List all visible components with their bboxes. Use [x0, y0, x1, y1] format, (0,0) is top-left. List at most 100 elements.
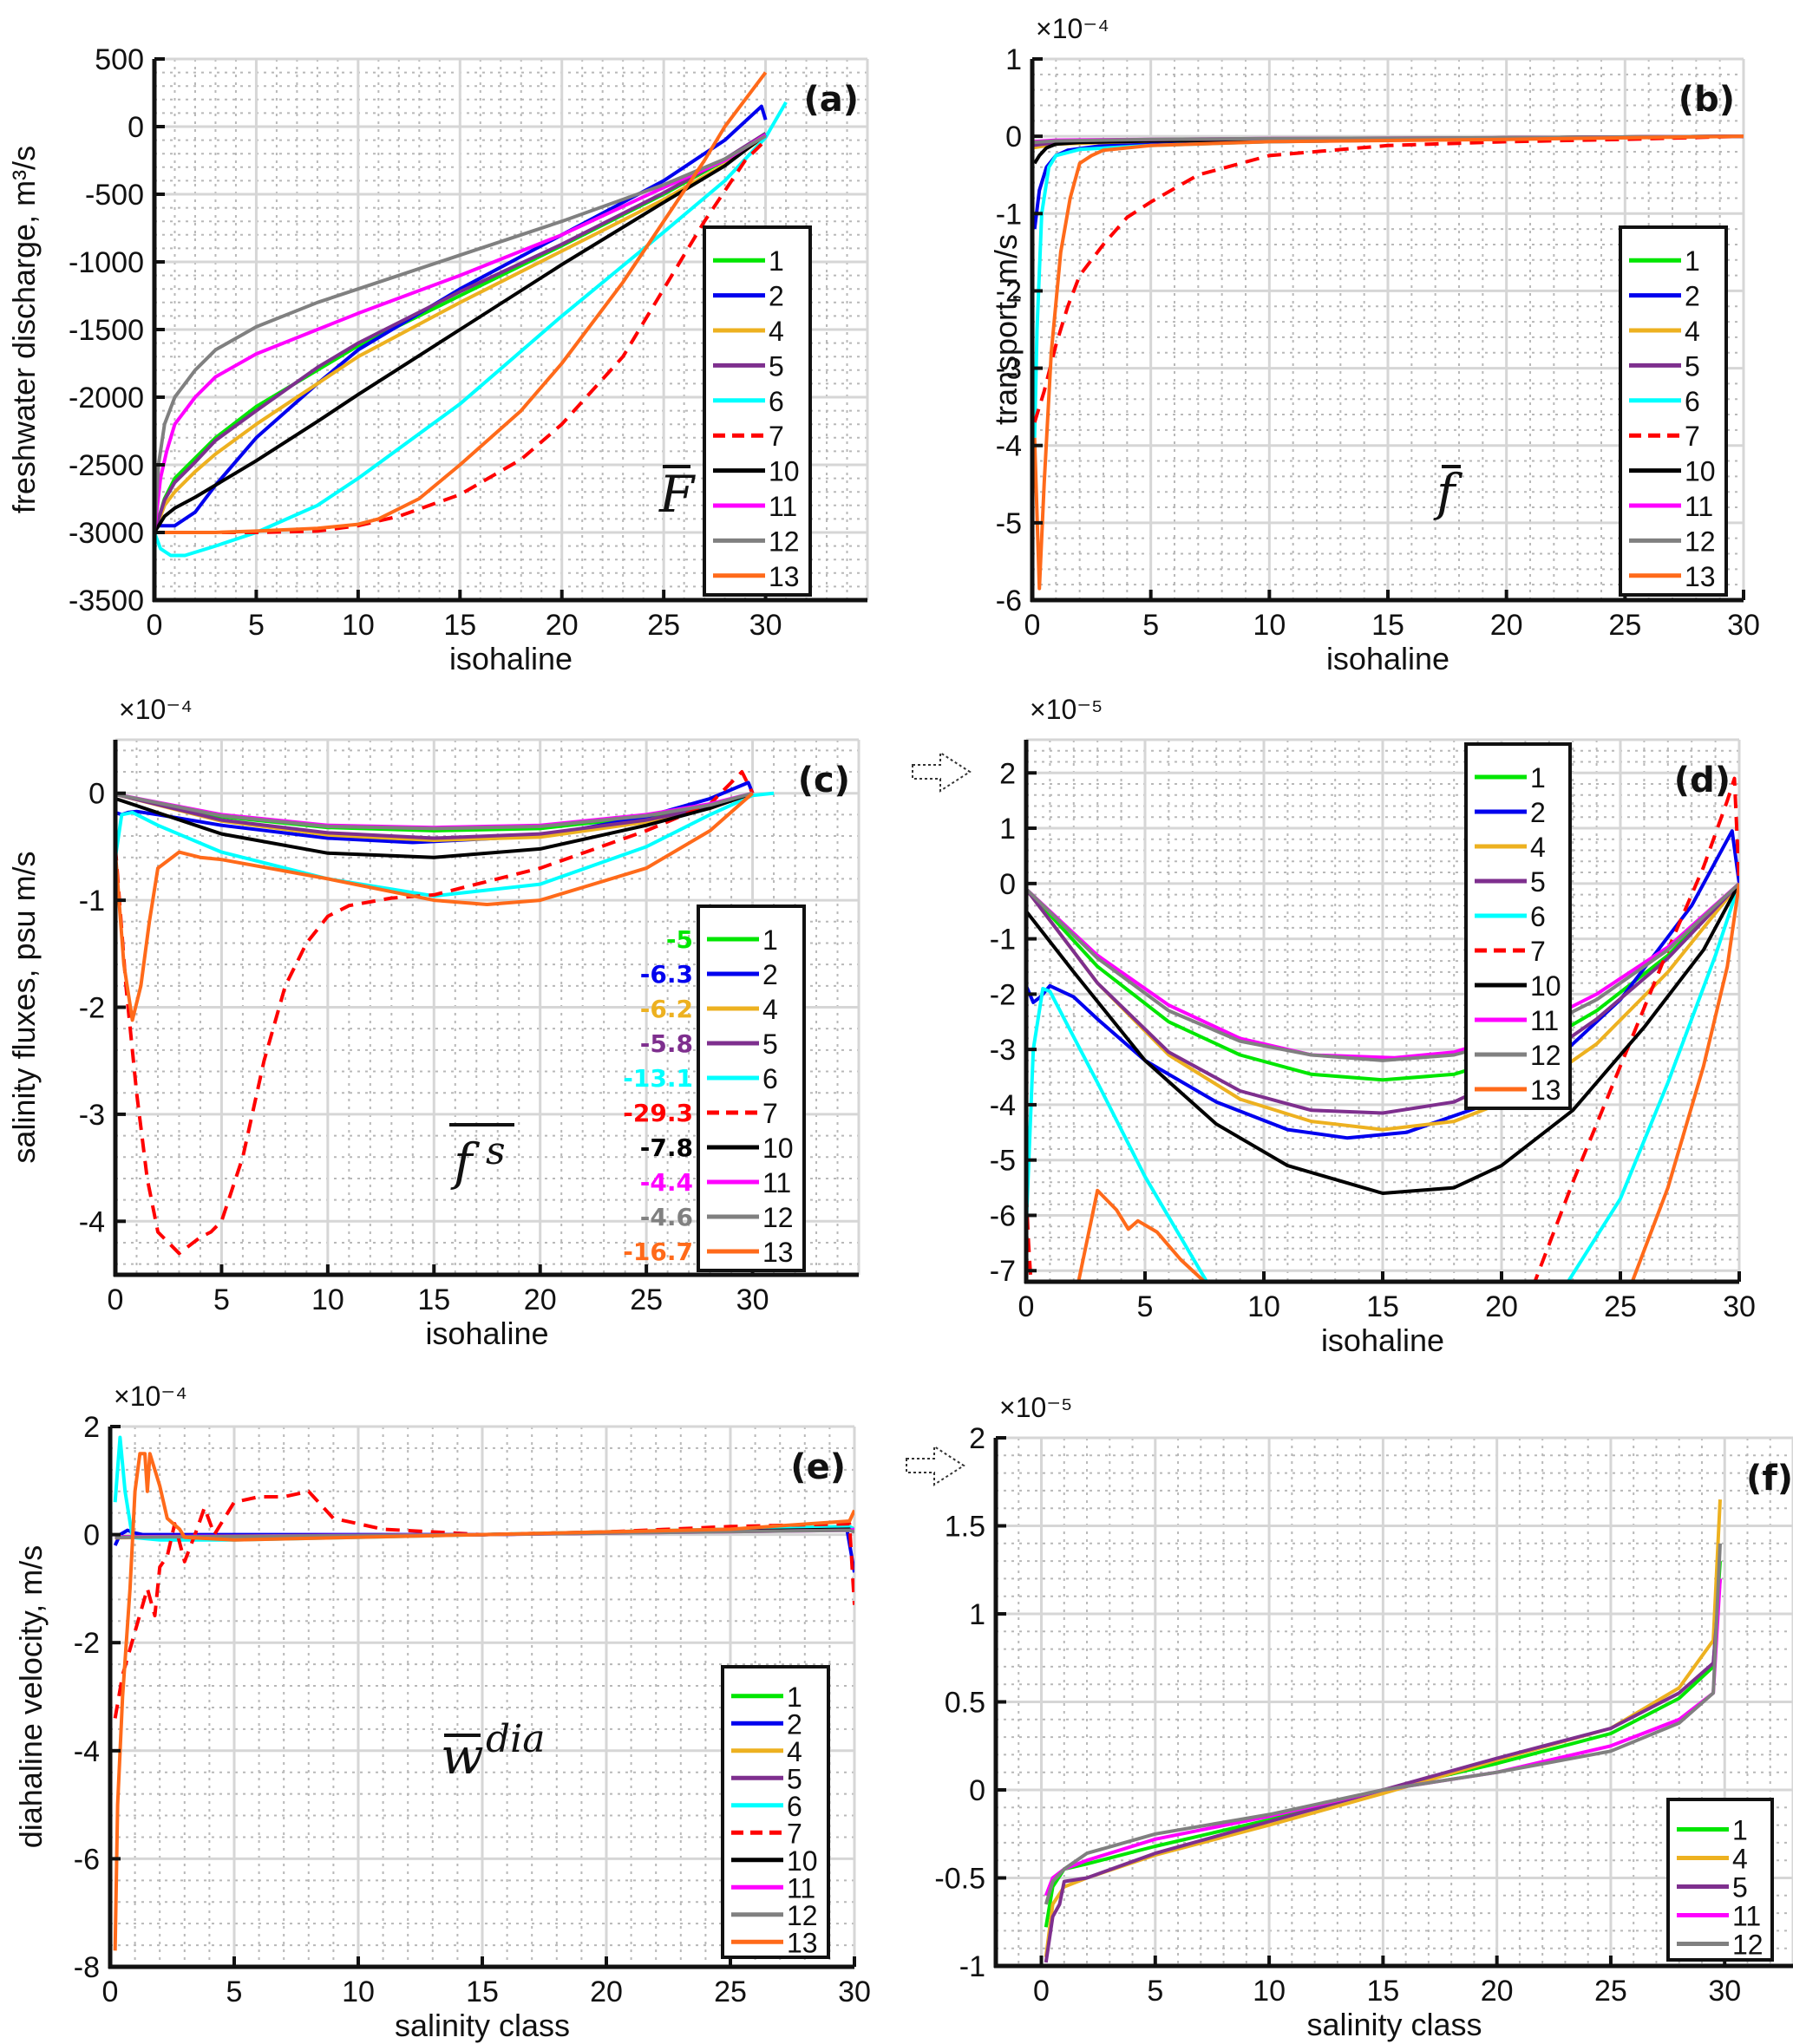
axes: 0 5 10 15 20 25 30-4-3-2-10: [79, 740, 859, 1316]
y-tick-label: -2: [990, 978, 1016, 1011]
series-line-7: [1026, 776, 1739, 1282]
y-tick-label: 1: [1005, 43, 1022, 76]
x-axis-label: isohaline: [449, 641, 573, 676]
integrated-value-7: -29.3: [623, 1099, 693, 1127]
y-tick-label: -7: [990, 1255, 1016, 1288]
y-tick-label: -2: [79, 992, 105, 1025]
series-line-2: [1026, 829, 1739, 1140]
y-tick-label: 1.5: [945, 1511, 985, 1544]
legend-box: [703, 225, 812, 597]
y-tick-label: 0: [999, 868, 1016, 901]
series-line-13: [154, 71, 768, 534]
legend-label-2: 2: [762, 959, 778, 990]
legend-label-4: 4: [1530, 832, 1546, 863]
integrated-value-5: -5.8: [640, 1029, 693, 1058]
x-tick-label: 15: [443, 609, 476, 642]
legend-label-4: 4: [769, 316, 784, 347]
legend-label-13: 13: [787, 1927, 818, 1958]
panel-label: (b): [1678, 80, 1735, 120]
series-line-13: [1032, 134, 1744, 591]
legend-label-7: 7: [787, 1818, 802, 1849]
legend-label-2: 2: [1685, 281, 1700, 312]
series-line-6: [115, 791, 775, 898]
legend-label-1: 1: [1685, 245, 1700, 277]
y-tick-label: 0: [83, 1519, 100, 1552]
x-tick-label: 20: [546, 609, 579, 642]
series-line-7: [154, 139, 768, 534]
series-line-12: [1026, 882, 1739, 1062]
legend-label-1: 1: [762, 924, 778, 956]
x-tick-label: 5: [226, 1975, 243, 2008]
legend-label-12: 12: [762, 1202, 794, 1233]
series-line-12: [154, 134, 767, 533]
x-tick-label: 30: [749, 609, 782, 642]
legend-label-11: 11: [769, 491, 797, 522]
x-tick-label: 10: [1253, 609, 1286, 642]
legend-label-5: 5: [1732, 1872, 1748, 1904]
legend-label-11: 11: [1732, 1901, 1761, 1932]
integrated-value-2: -6.3: [640, 960, 693, 989]
series-group: [115, 770, 775, 1256]
panel-label: (a): [803, 80, 859, 120]
legend-label-13: 13: [1530, 1074, 1561, 1106]
series-line-5: [115, 791, 754, 840]
series-line-5: [154, 132, 767, 533]
legend-label-12: 12: [1732, 1930, 1764, 1961]
series-line-10: [1026, 882, 1739, 1195]
y-tick-label: -1: [996, 198, 1022, 231]
x-tick-label: 10: [342, 609, 375, 642]
y-tick-label: -2: [996, 275, 1022, 308]
y-tick-label: 0.5: [945, 1687, 985, 1720]
legend-label-4: 4: [762, 994, 778, 1025]
legend-label-11: 11: [787, 1872, 815, 1904]
y-tick-label: 2: [83, 1411, 100, 1444]
y-tick-label: 0: [88, 778, 105, 811]
series-line-13: [113, 1452, 854, 1951]
x-tick-label: 10: [342, 1975, 375, 2008]
y-tick-label: 500: [95, 43, 144, 76]
x-tick-label: 25: [714, 1975, 747, 2008]
series-line-6: [113, 1435, 854, 1542]
axes: 0 5 10 15 20 25 30-8-6-4-202: [74, 1411, 871, 2008]
x-tick-label: 30: [736, 1283, 769, 1316]
axes: 0 5 10 15 20 25 30-6-5-4-3-2-101: [996, 43, 1760, 642]
annotation-fs-sup: s: [486, 1129, 506, 1173]
series-line-11: [154, 133, 767, 533]
x-tick-label: 0: [147, 609, 163, 642]
series-line-10: [154, 133, 767, 534]
arrow-icon: [912, 751, 972, 793]
x-tick-label: 15: [1366, 1975, 1399, 2008]
series-line-12: [115, 1528, 854, 1539]
legend-label-10: 10: [762, 1133, 794, 1164]
x-tick-label: 20: [524, 1283, 557, 1316]
y-tick-label: -3: [79, 1099, 105, 1132]
legend-label-2: 2: [1530, 797, 1546, 828]
x-tick-label: 30: [1723, 1290, 1756, 1323]
series-line-12: [115, 791, 754, 831]
series-line-10: [115, 791, 754, 859]
y-axis-label: salinity fluxes, psu m/s: [6, 851, 42, 1163]
x-tick-label: 0: [108, 1283, 124, 1316]
legend-label-1: 1: [1732, 1815, 1748, 1846]
y-tick-label: -1: [959, 1950, 985, 1983]
y-tick-label: -1000: [69, 246, 144, 279]
legend-label-7: 7: [1685, 421, 1700, 452]
series-line-13: [1076, 883, 1739, 1282]
x-tick-label: 15: [1371, 609, 1404, 642]
x-tick-label: 5: [1137, 1290, 1154, 1323]
series-line-13: [115, 792, 754, 1022]
y-tick-label: 2: [999, 757, 1016, 790]
legend-label-1: 1: [769, 245, 784, 277]
x-axis-label: isohaline: [425, 1316, 548, 1351]
integrated-value-1: -5: [666, 925, 693, 954]
y-axis-label: diahaline velocity, m/s: [13, 1545, 49, 1849]
legend-label-4: 4: [1685, 316, 1700, 347]
series-group: [1032, 134, 1744, 591]
y-tick-label: -2: [74, 1627, 100, 1660]
x-tick-label: 20: [1490, 609, 1523, 642]
series-group: [154, 71, 788, 558]
